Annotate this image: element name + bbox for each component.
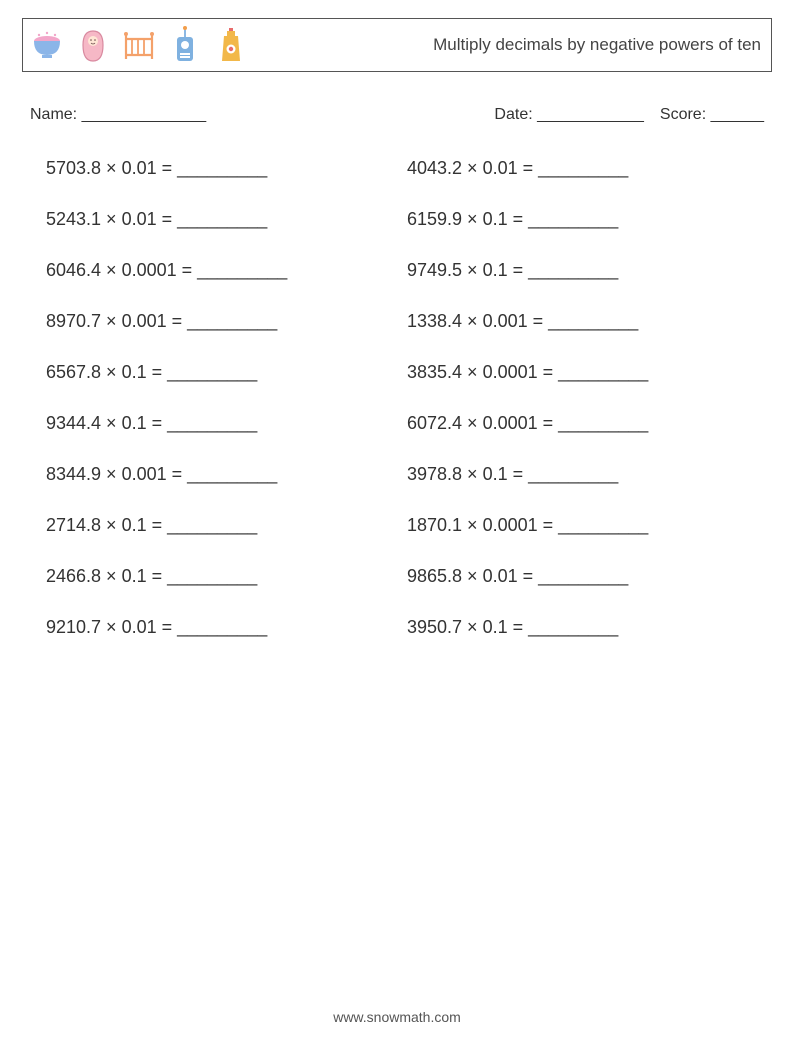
problem-8: 1338.4 × 0.001 = _________ (407, 311, 748, 332)
problem-11: 9344.4 × 0.1 = _________ (46, 413, 387, 434)
lotion-icon (213, 25, 249, 65)
problem-5: 6046.4 × 0.0001 = _________ (46, 260, 387, 281)
worksheet-title: Multiply decimals by negative powers of … (433, 35, 761, 55)
name-blank: ______________ (82, 106, 207, 123)
problem-6: 9749.5 × 0.1 = _________ (407, 260, 748, 281)
date-blank: ____________ (537, 106, 644, 123)
problem-12: 6072.4 × 0.0001 = _________ (407, 413, 748, 434)
meta-right: Date: ____________ Score: ______ (494, 106, 764, 124)
header-icons (29, 19, 249, 71)
problem-18: 9865.8 × 0.01 = _________ (407, 566, 748, 587)
score-blank: ______ (711, 106, 764, 123)
problems-grid: 5703.8 × 0.01 = _________ 4043.2 × 0.01 =… (22, 158, 772, 638)
bowl-icon (29, 25, 65, 65)
score-field: Score: ______ (660, 106, 764, 124)
meta-row: Name: ______________ Date: ____________ … (22, 106, 772, 124)
problem-13: 8344.9 × 0.001 = _________ (46, 464, 387, 485)
problem-4: 6159.9 × 0.1 = _________ (407, 209, 748, 230)
date-field: Date: ____________ (494, 106, 643, 124)
problem-9: 6567.8 × 0.1 = _________ (46, 362, 387, 383)
header-box: Multiply decimals by negative powers of … (22, 18, 772, 72)
score-label: Score: (660, 106, 706, 123)
problem-1: 5703.8 × 0.01 = _________ (46, 158, 387, 179)
date-label: Date: (494, 106, 532, 123)
problem-14: 3978.8 × 0.1 = _________ (407, 464, 748, 485)
problem-7: 8970.7 × 0.001 = _________ (46, 311, 387, 332)
footer-link[interactable]: www.snowmath.com (0, 1009, 794, 1025)
problem-15: 2714.8 × 0.1 = _________ (46, 515, 387, 536)
problem-17: 2466.8 × 0.1 = _________ (46, 566, 387, 587)
problem-19: 9210.7 × 0.01 = _________ (46, 617, 387, 638)
radio-icon (167, 25, 203, 65)
baby-icon (75, 25, 111, 65)
problem-10: 3835.4 × 0.0001 = _________ (407, 362, 748, 383)
problem-20: 3950.7 × 0.1 = _________ (407, 617, 748, 638)
name-field: Name: ______________ (30, 106, 206, 124)
problem-2: 4043.2 × 0.01 = _________ (407, 158, 748, 179)
crib-icon (121, 25, 157, 65)
problem-3: 5243.1 × 0.01 = _________ (46, 209, 387, 230)
problem-16: 1870.1 × 0.0001 = _________ (407, 515, 748, 536)
name-label: Name: (30, 106, 77, 123)
